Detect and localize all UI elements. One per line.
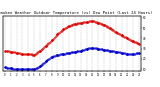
Title: Milwaukee Weather Outdoor Temperature (vs) Dew Point (Last 24 Hours): Milwaukee Weather Outdoor Temperature (v… [0,11,153,15]
